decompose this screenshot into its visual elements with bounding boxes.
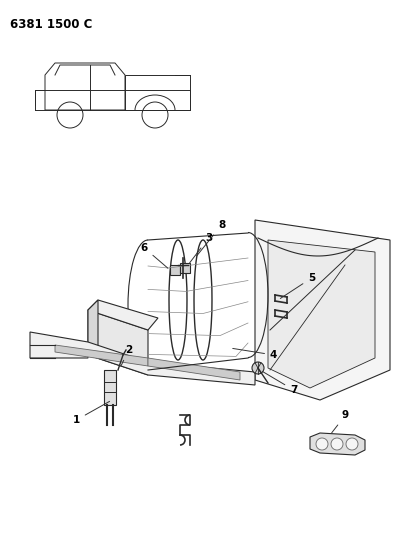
Text: 6: 6 [141,243,168,268]
Polygon shape [255,220,390,400]
Polygon shape [30,332,255,385]
Polygon shape [88,310,148,375]
Text: 5: 5 [280,273,315,298]
Bar [170,265,180,275]
Text: 7: 7 [262,372,297,395]
Bar [104,370,116,405]
Circle shape [346,438,358,450]
Circle shape [331,438,343,450]
Polygon shape [88,300,98,355]
Polygon shape [268,240,375,388]
Text: 4: 4 [233,349,277,360]
Circle shape [316,438,328,450]
Text: 6381 1500 C: 6381 1500 C [10,18,92,31]
Circle shape [252,362,264,374]
Polygon shape [88,300,158,330]
Text: 8: 8 [197,220,225,256]
Text: 9: 9 [332,410,349,433]
Polygon shape [55,345,148,366]
Polygon shape [310,433,365,455]
Text: 3: 3 [190,233,212,263]
Text: 1: 1 [73,401,110,425]
Polygon shape [148,358,240,380]
Text: 2: 2 [121,345,132,366]
Bar [180,263,190,273]
